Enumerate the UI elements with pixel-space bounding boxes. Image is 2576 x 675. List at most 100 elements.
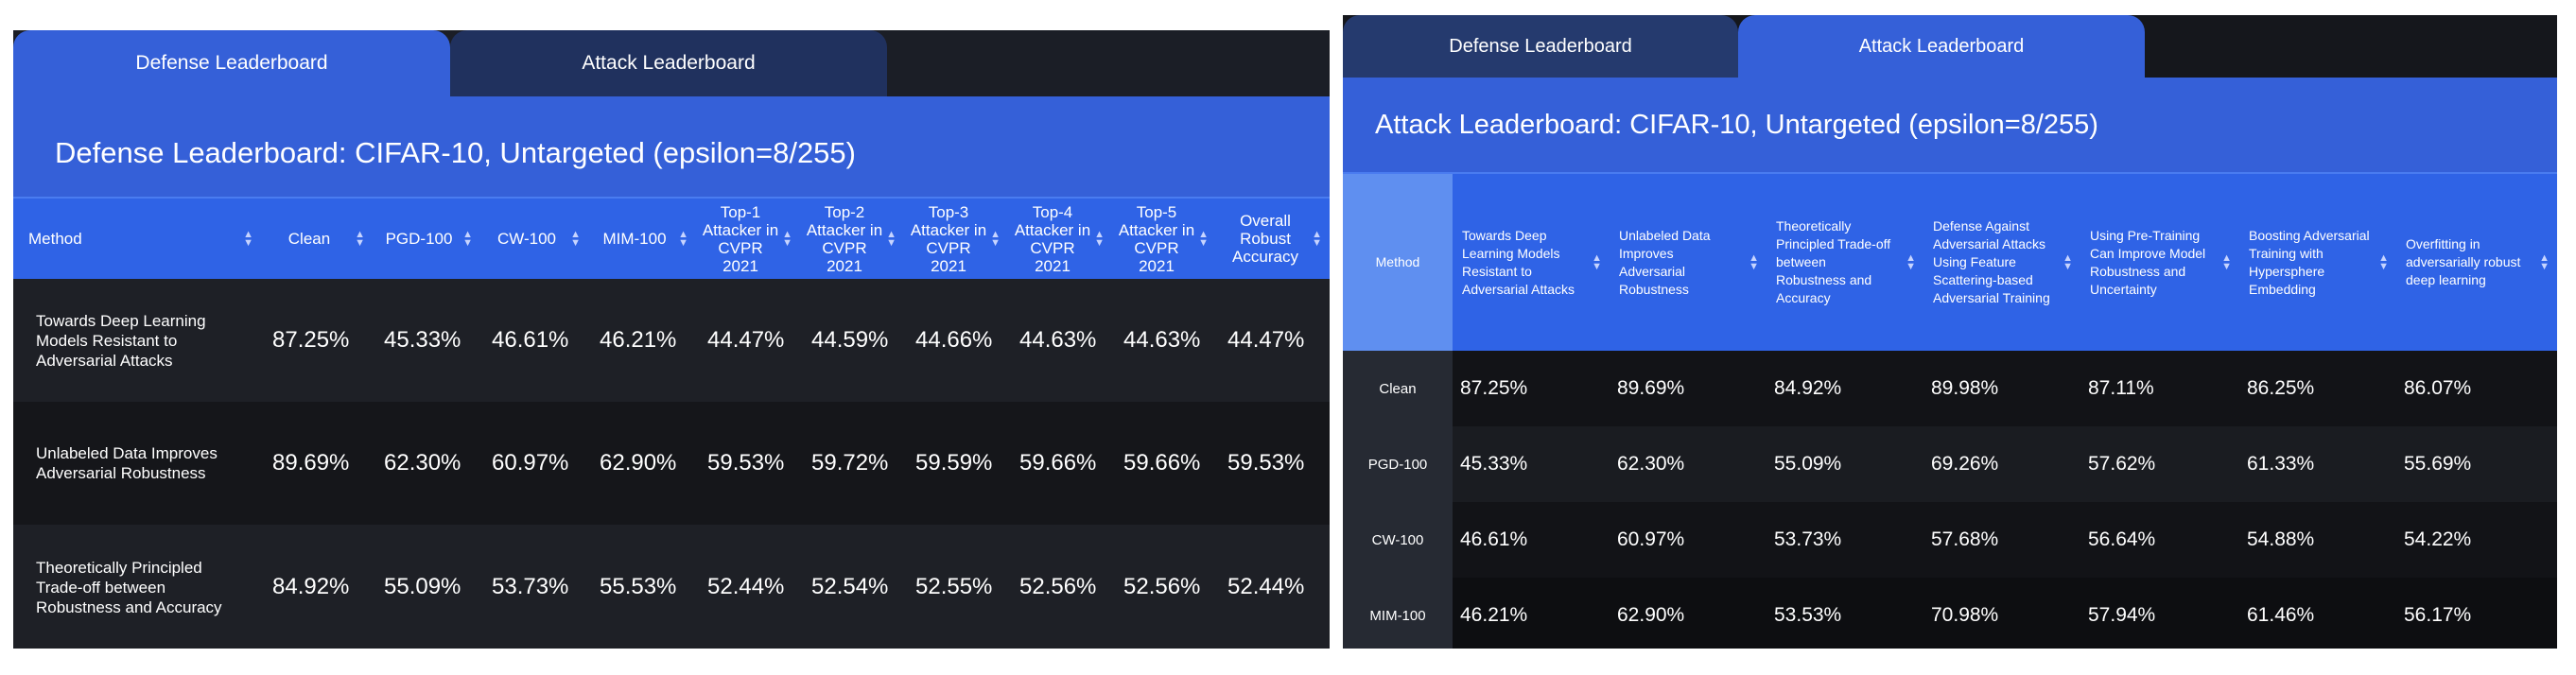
sort-icon[interactable]: ▲ ▼ [355,228,365,249]
column-header[interactable]: Top-3 Attacker in CVPR 2021 ▲ ▼ [904,197,1008,279]
value-cell: 45.33% [1453,426,1610,502]
table-row: MIM-100 46.21% 62.90% 53.53% 70.98% 57.94% 61.… [1343,578,2557,649]
tab-defense-leaderboard[interactable]: Defense Leaderboard [1343,15,1738,78]
value-cell: 57.62% [2080,426,2239,502]
column-header-label: Top-5 Attacker in CVPR 2021 [1118,202,1195,275]
column-header[interactable]: Using Pre-Training Can Improve Model Rob… [2080,172,2239,351]
value-cell: 69.26% [1923,426,2080,502]
sort-icon[interactable]: ▲ ▼ [2539,251,2550,272]
defense-table: Method ▲ ▼ Clean ▲ ▼ PGD-100 ▲ ▼ CW-100 ▲ ▼ MIM-100 ▲… [13,197,1330,649]
column-header-label: Top-1 Attacker in CVPR 2021 [702,202,779,275]
column-header[interactable]: Unlabeled Data Improves Adversarial Robu… [1610,172,1767,351]
value-cell: 46.21% [1453,578,1610,649]
column-header[interactable]: PGD-100 ▲ ▼ [373,197,480,279]
value-cell: 59.59% [904,402,1008,525]
value-cell: 59.72% [800,402,904,525]
value-cell: 52.56% [1008,525,1112,649]
table-row: CW-100 46.61% 60.97% 53.73% 57.68% 56.64% 54.8… [1343,502,2557,578]
tab-defense-leaderboard[interactable]: Defense Leaderboard [13,30,450,96]
sort-icon[interactable]: ▲ ▼ [1198,228,1209,249]
value-cell: 46.21% [588,279,696,402]
value-cell: 54.88% [2239,502,2396,578]
column-header[interactable]: CW-100 ▲ ▼ [480,197,588,279]
value-cell: 60.97% [1610,502,1767,578]
column-header[interactable]: Top-2 Attacker in CVPR 2021 ▲ ▼ [800,197,904,279]
sort-icon[interactable]: ▲ ▼ [570,228,581,249]
value-cell: 62.90% [588,402,696,525]
method-cell: CW-100 [1343,502,1453,578]
sort-icon[interactable]: ▲ ▼ [886,228,896,249]
column-header[interactable]: Towards Deep Learning Models Resistant t… [1453,172,1610,351]
method-cell: Towards Deep Learning Models Resistant t… [13,279,261,402]
column-header[interactable]: Top-1 Attacker in CVPR 2021 ▲ ▼ [696,197,800,279]
table-row: Theoretically Principled Trade-off betwe… [13,525,1330,649]
column-header-label: MIM-100 [602,230,667,248]
sort-icon[interactable]: ▲ ▼ [462,228,473,249]
column-header[interactable]: Top-4 Attacker in CVPR 2021 ▲ ▼ [1008,197,1112,279]
value-cell: 44.47% [1216,279,1330,402]
column-header-label: Overall Robust Accuracy [1232,212,1298,266]
attack-leaderboard-panel: Defense Leaderboard Attack Leaderboard A… [1343,15,2557,649]
column-header-label: Towards Deep Learning Models Resistant t… [1462,227,1575,297]
value-cell: 55.53% [588,525,696,649]
value-cell: 70.98% [1923,578,2080,649]
value-cell: 89.69% [1610,351,1767,426]
defense-header-row: Method ▲ ▼ Clean ▲ ▼ PGD-100 ▲ ▼ CW-100 ▲ ▼ MIM-100 ▲… [13,197,1330,279]
column-header-method[interactable]: Method [1343,172,1453,351]
column-header-label: Method [28,230,82,248]
column-header[interactable]: MIM-100 ▲ ▼ [588,197,696,279]
defense-tabbar: Defense Leaderboard Attack Leaderboard [13,30,1330,96]
table-row: Unlabeled Data Improves Adversarial Robu… [13,402,1330,525]
column-header-label: Overfitting in adversarially robust deep… [2406,236,2521,287]
value-cell: 54.22% [2396,502,2557,578]
sort-icon[interactable]: ▲ ▼ [2378,251,2389,272]
sort-icon[interactable]: ▲ ▼ [1312,228,1322,249]
sort-icon[interactable]: ▲ ▼ [990,228,1001,249]
value-cell: 55.69% [2396,426,2557,502]
column-header[interactable]: Theoretically Principled Trade-off betwe… [1767,172,1923,351]
table-row: PGD-100 45.33% 62.30% 55.09% 69.26% 57.62% 61.… [1343,426,2557,502]
tab-attack-leaderboard[interactable]: Attack Leaderboard [1738,15,2145,78]
column-header[interactable]: Boosting Adversarial Training with Hyper… [2239,172,2396,351]
sort-icon[interactable]: ▲ ▼ [2063,251,2073,272]
value-cell: 44.59% [800,279,904,402]
defense-leaderboard-panel: Defense Leaderboard Attack Leaderboard D… [13,30,1330,649]
method-cell: Theoretically Principled Trade-off betwe… [13,525,261,649]
column-header-label: Top-3 Attacker in CVPR 2021 [910,202,987,275]
column-header[interactable]: Overall Robust Accuracy ▲ ▼ [1216,197,1330,279]
sort-icon[interactable]: ▲ ▼ [1749,251,1759,272]
value-cell: 44.63% [1008,279,1112,402]
column-header[interactable]: Defense Against Adversarial Attacks Usin… [1923,172,2080,351]
page-title: Attack Leaderboard: CIFAR-10, Untargeted… [1343,78,2557,172]
value-cell: 44.66% [904,279,1008,402]
table-row: Clean 87.25% 89.69% 84.92% 89.98% 87.11% 86.25… [1343,351,2557,426]
sort-icon[interactable]: ▲ ▼ [2221,251,2232,272]
value-cell: 53.73% [480,525,588,649]
tab-attack-leaderboard[interactable]: Attack Leaderboard [450,30,887,96]
column-header-label: Defense Against Adversarial Attacks Usin… [1933,218,2050,305]
value-cell: 86.25% [2239,351,2396,426]
column-header[interactable]: Clean ▲ ▼ [261,197,373,279]
value-cell: 59.66% [1008,402,1112,525]
value-cell: 46.61% [1453,502,1610,578]
column-header-label: PGD-100 [385,230,453,248]
value-cell: 53.53% [1767,578,1923,649]
sort-icon[interactable]: ▲ ▼ [1592,251,1602,272]
value-cell: 44.47% [696,279,800,402]
value-cell: 52.56% [1112,525,1216,649]
column-header[interactable]: Top-5 Attacker in CVPR 2021 ▲ ▼ [1112,197,1216,279]
sort-icon[interactable]: ▲ ▼ [1906,251,1916,272]
sort-icon[interactable]: ▲ ▼ [678,228,688,249]
defense-body: Towards Deep Learning Models Resistant t… [13,279,1330,649]
sort-icon[interactable]: ▲ ▼ [243,228,253,249]
value-cell: 61.33% [2239,426,2396,502]
value-cell: 86.07% [2396,351,2557,426]
value-cell: 56.64% [2080,502,2239,578]
value-cell: 53.73% [1767,502,1923,578]
sort-icon[interactable]: ▲ ▼ [1094,228,1105,249]
column-header[interactable]: Overfitting in adversarially robust deep… [2396,172,2557,351]
value-cell: 59.53% [696,402,800,525]
value-cell: 61.46% [2239,578,2396,649]
sort-icon[interactable]: ▲ ▼ [782,228,792,249]
column-header-method[interactable]: Method ▲ ▼ [13,197,261,279]
